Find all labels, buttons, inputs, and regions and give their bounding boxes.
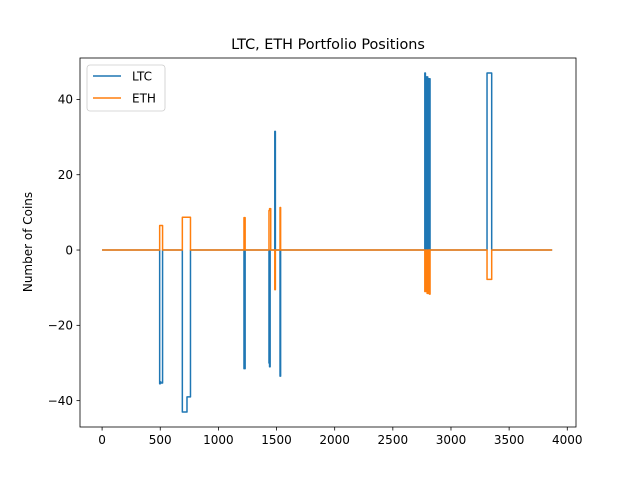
x-tick-label: 0 — [98, 433, 106, 447]
y-tick-label: 20 — [58, 168, 73, 182]
x-axis-ticks: 0 500 1000 1500 2000 2500 3000 3500 4000 — [98, 427, 583, 447]
x-tick-label: 2500 — [378, 433, 409, 447]
series-line-eth — [102, 206, 553, 295]
x-tick-label: 1000 — [203, 433, 234, 447]
chart-title: LTC, ETH Portfolio Positions — [231, 37, 425, 53]
y-tick-label: −20 — [48, 319, 73, 333]
y-tick-label: 40 — [58, 93, 73, 107]
y-axis-label: Number of Coins — [21, 192, 35, 292]
x-tick-label: 4000 — [552, 433, 583, 447]
legend-label-ltc: LTC — [132, 69, 152, 83]
x-tick-label: 3000 — [436, 433, 467, 447]
x-tick-label: 500 — [149, 433, 172, 447]
legend-label-eth: ETH — [132, 91, 156, 105]
x-tick-label: 2000 — [319, 433, 350, 447]
x-tick-label: 1500 — [261, 433, 292, 447]
plot-frame — [79, 57, 577, 428]
series-lines — [102, 72, 553, 413]
legend: LTC ETH — [86, 64, 166, 112]
x-tick-label: 3500 — [494, 433, 525, 447]
y-tick-label: −40 — [48, 394, 73, 408]
y-axis-ticks: −40 −20 0 20 40 — [48, 93, 80, 408]
y-tick-label: 0 — [65, 243, 73, 257]
